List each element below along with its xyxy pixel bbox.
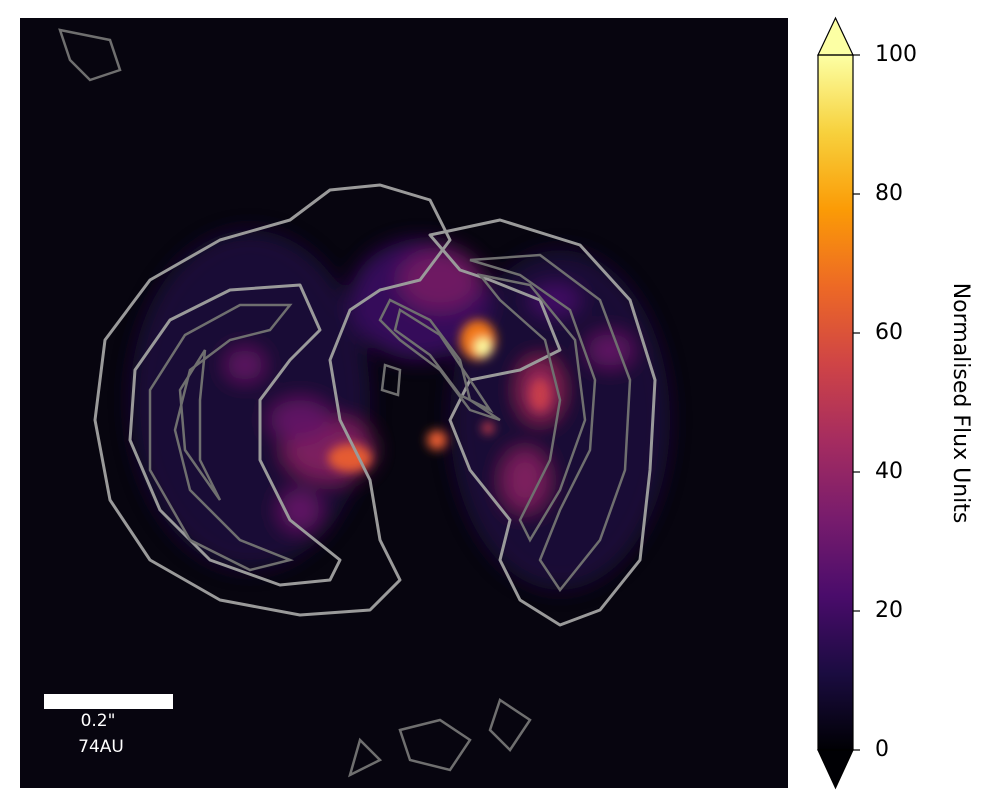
tick-label: 100 xyxy=(875,42,917,67)
scale-bar-physical: 74AU xyxy=(78,737,124,757)
scale-bar-angular: 0.2" xyxy=(81,711,116,731)
tick-label: 40 xyxy=(875,459,903,484)
colorbar-extend-min xyxy=(817,749,854,790)
image xyxy=(20,18,788,788)
tick-label: 60 xyxy=(875,320,903,345)
tick-label: 0 xyxy=(875,737,889,762)
tick-label: 80 xyxy=(875,181,903,206)
tick-label: 20 xyxy=(875,598,903,623)
colorbar xyxy=(818,55,853,750)
colorbar-extend-max xyxy=(817,16,854,56)
colorbar-frame xyxy=(817,54,854,751)
colorbar-label: Normalised Flux Units xyxy=(948,283,973,524)
